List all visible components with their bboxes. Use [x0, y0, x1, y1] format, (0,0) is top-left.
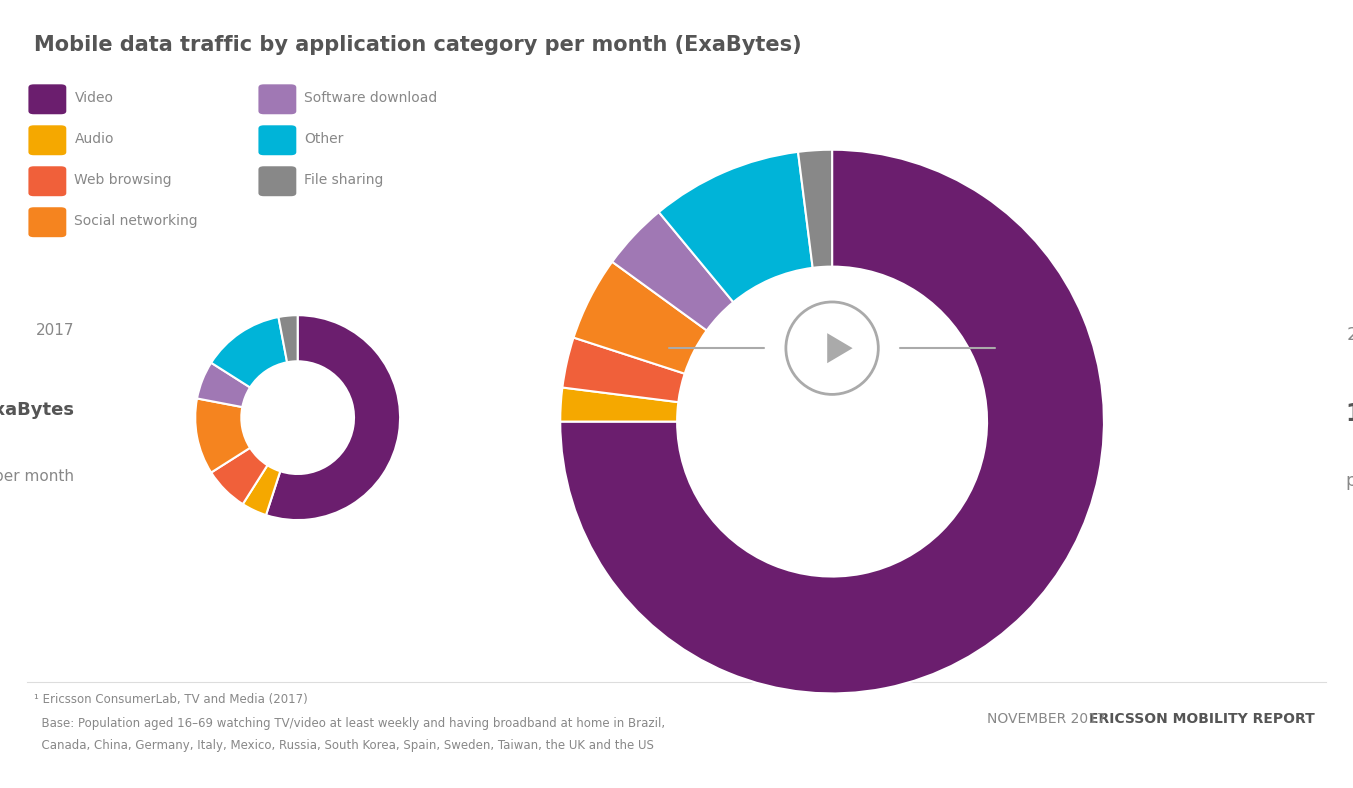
Text: Social networking: Social networking — [74, 214, 198, 229]
Polygon shape — [827, 333, 852, 363]
Text: ¹ Ericsson ConsumerLab, TV and Media (2017): ¹ Ericsson ConsumerLab, TV and Media (20… — [34, 693, 307, 706]
Text: Software download: Software download — [304, 91, 437, 106]
Text: per month: per month — [0, 469, 74, 485]
Wedge shape — [195, 399, 250, 473]
Wedge shape — [560, 388, 678, 422]
Wedge shape — [279, 315, 298, 362]
Text: Mobile data traffic by application category per month (ExaBytes): Mobile data traffic by application categ… — [34, 35, 801, 55]
Wedge shape — [574, 262, 706, 374]
Wedge shape — [211, 448, 268, 504]
Wedge shape — [563, 337, 685, 402]
Text: 14 ExaBytes: 14 ExaBytes — [0, 401, 74, 418]
Wedge shape — [242, 465, 280, 515]
Circle shape — [241, 361, 354, 474]
Wedge shape — [798, 150, 832, 268]
Text: In 2023, video will
account for around
75% of mobile
data traffic: In 2023, video will account for around 7… — [747, 397, 917, 494]
FancyBboxPatch shape — [28, 84, 66, 114]
Text: Web browsing: Web browsing — [74, 173, 172, 188]
Circle shape — [676, 266, 988, 577]
Text: Audio: Audio — [74, 132, 114, 147]
FancyBboxPatch shape — [28, 125, 66, 155]
Text: 55%: 55% — [269, 390, 326, 414]
Text: video: video — [273, 426, 322, 444]
Text: Canada, China, Germany, Italy, Mexico, Russia, South Korea, Spain, Sweden, Taiwa: Canada, China, Germany, Italy, Mexico, R… — [34, 739, 653, 752]
Text: File sharing: File sharing — [304, 173, 384, 188]
Text: Base: Population aged 16–69 watching TV/video at least weekly and having broadba: Base: Population aged 16–69 watching TV/… — [34, 717, 664, 730]
FancyBboxPatch shape — [28, 207, 66, 237]
Wedge shape — [267, 315, 400, 520]
Text: Video: Video — [74, 91, 114, 106]
FancyBboxPatch shape — [28, 166, 66, 196]
Text: per month: per month — [1346, 472, 1353, 489]
FancyBboxPatch shape — [258, 125, 296, 155]
Wedge shape — [612, 212, 733, 330]
Text: 2017: 2017 — [37, 323, 74, 339]
Text: ERICSSON MOBILITY REPORT: ERICSSON MOBILITY REPORT — [1089, 712, 1315, 726]
Text: 110 ExaBytes: 110 ExaBytes — [1346, 402, 1353, 426]
FancyBboxPatch shape — [258, 84, 296, 114]
Wedge shape — [659, 152, 813, 302]
Wedge shape — [211, 317, 287, 388]
FancyBboxPatch shape — [258, 166, 296, 196]
Wedge shape — [560, 150, 1104, 693]
Text: Other: Other — [304, 132, 344, 147]
Text: NOVEMBER 2017: NOVEMBER 2017 — [986, 712, 1105, 726]
Text: 2023: 2023 — [1346, 326, 1353, 344]
Wedge shape — [198, 362, 250, 407]
